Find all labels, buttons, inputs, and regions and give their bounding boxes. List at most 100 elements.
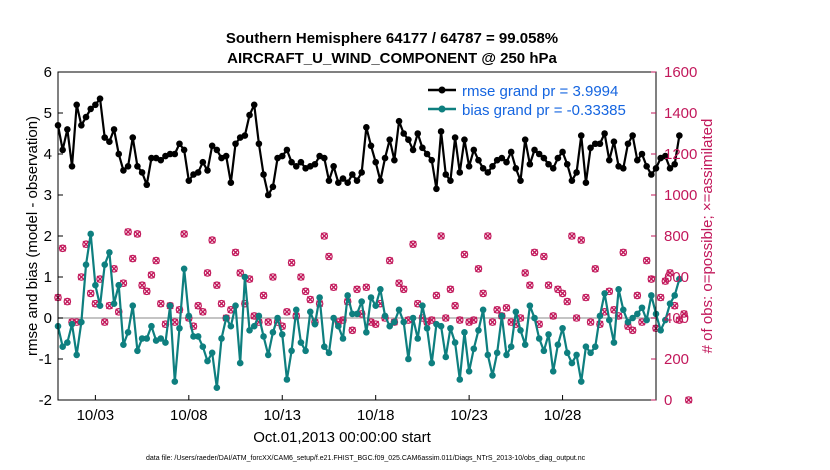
rmse-point: [148, 154, 155, 162]
rmse-point: [363, 124, 370, 131]
bias-point: [465, 368, 473, 375]
rmse-point: [582, 179, 590, 186]
bias-point: [278, 331, 286, 338]
rmse-point: [96, 95, 104, 102]
rmse-point: [433, 185, 440, 193]
rmse-point: [498, 154, 506, 162]
bias-point: [638, 304, 646, 312]
bias-point: [320, 343, 328, 351]
bias-point: [610, 339, 618, 346]
left-y-tick-label: 1: [44, 269, 52, 286]
bias-point: [437, 322, 445, 330]
obs-count-marker: [661, 277, 670, 285]
bias-point: [78, 318, 85, 326]
bias-point: [587, 349, 594, 357]
bias-point: [316, 294, 323, 301]
rmse-point: [185, 177, 193, 184]
bias-point: [605, 316, 613, 324]
bias-point: [377, 286, 384, 293]
obs-count-marker: [100, 318, 109, 326]
rmse-point: [648, 171, 655, 178]
obs-count-marker: [446, 285, 455, 294]
bias-point: [591, 343, 599, 351]
rmse-point: [526, 160, 534, 168]
obs-count-marker: [642, 256, 651, 265]
obs-count-marker: [441, 314, 450, 322]
bias-point: [335, 322, 342, 330]
rmse-point: [134, 163, 141, 170]
obs-count-marker: [656, 293, 665, 302]
bias-point: [461, 329, 468, 336]
bias-point: [363, 329, 370, 336]
bias-point: [143, 335, 151, 342]
obs-count-marker: [530, 248, 539, 257]
rmse-point: [386, 136, 394, 143]
bias-point: [619, 306, 627, 314]
rmse-point: [549, 165, 557, 172]
rmse-point: [507, 148, 515, 156]
rmse-point: [405, 136, 412, 143]
rmse-point: [124, 163, 132, 170]
left-y-tick-label: 5: [44, 105, 52, 122]
obs-count-marker: [371, 320, 380, 328]
rmse-point: [395, 117, 403, 125]
left-y-tick-label: -2: [39, 392, 52, 409]
rmse-point: [278, 152, 286, 160]
legend-entry-bias: bias grand pr = -0.33385: [428, 102, 626, 119]
right-y-tick-label: 800: [664, 228, 689, 245]
bias-point: [503, 351, 510, 359]
bias-point: [395, 306, 403, 314]
bias-point: [344, 292, 351, 299]
bias-point: [227, 322, 235, 330]
bias-point: [82, 261, 90, 269]
bias-point: [274, 314, 281, 322]
bias-point: [517, 327, 524, 334]
rmse-point: [339, 175, 347, 182]
rmse-point: [512, 165, 520, 172]
bias-point: [512, 308, 520, 316]
obs-count-marker: [460, 250, 469, 259]
bias-point: [138, 335, 146, 342]
bias-point: [470, 345, 478, 353]
obs-count-marker: [306, 295, 315, 304]
bias-point: [648, 292, 655, 299]
left-y-axis-ticks: -2 -1 0 1 2 3 4 5 6: [39, 64, 63, 409]
bias-point: [134, 347, 141, 355]
x-axis-ticks: 10/03 10/08 10/13 10/18 10/23 10/28: [77, 395, 581, 424]
rmse-point: [428, 156, 436, 164]
bias-point: [629, 314, 636, 322]
rmse-point: [204, 167, 211, 174]
left-y-axis-label: rmse and bias (model - observation): [24, 116, 41, 356]
right-y-tick-label: 200: [664, 351, 689, 368]
bias-point: [306, 308, 314, 316]
rmse-point: [138, 169, 146, 176]
bias-point: [59, 343, 66, 351]
bias-point: [493, 349, 501, 357]
rmse-point: [531, 146, 538, 154]
rmse-point: [78, 122, 85, 129]
rmse-point: [634, 156, 641, 164]
obs-count-marker: [385, 256, 394, 265]
rmse-point: [400, 130, 408, 137]
left-y-tick-label: -1: [39, 351, 52, 368]
rmse-point: [381, 154, 389, 162]
rmse-point: [503, 158, 510, 166]
rmse-point: [73, 101, 80, 109]
bias-point: [400, 318, 408, 326]
obs-count-marker: [582, 293, 590, 302]
rmse-point: [82, 113, 90, 121]
obs-count-marker: [526, 281, 534, 290]
rmse-point: [311, 160, 319, 168]
rmse-point: [638, 150, 646, 158]
obs-count-marker: [432, 291, 441, 300]
bias-point: [662, 316, 669, 324]
rmse-point: [335, 179, 342, 186]
obs-count-marker: [180, 230, 188, 238]
left-y-tick-label: 6: [44, 64, 52, 81]
bias-point: [87, 230, 95, 238]
obs-count-marker: [353, 285, 361, 294]
bias-point: [171, 378, 179, 385]
bias-point: [451, 339, 459, 346]
rmse-point: [260, 171, 267, 178]
obs-count-marker: [133, 230, 142, 238]
